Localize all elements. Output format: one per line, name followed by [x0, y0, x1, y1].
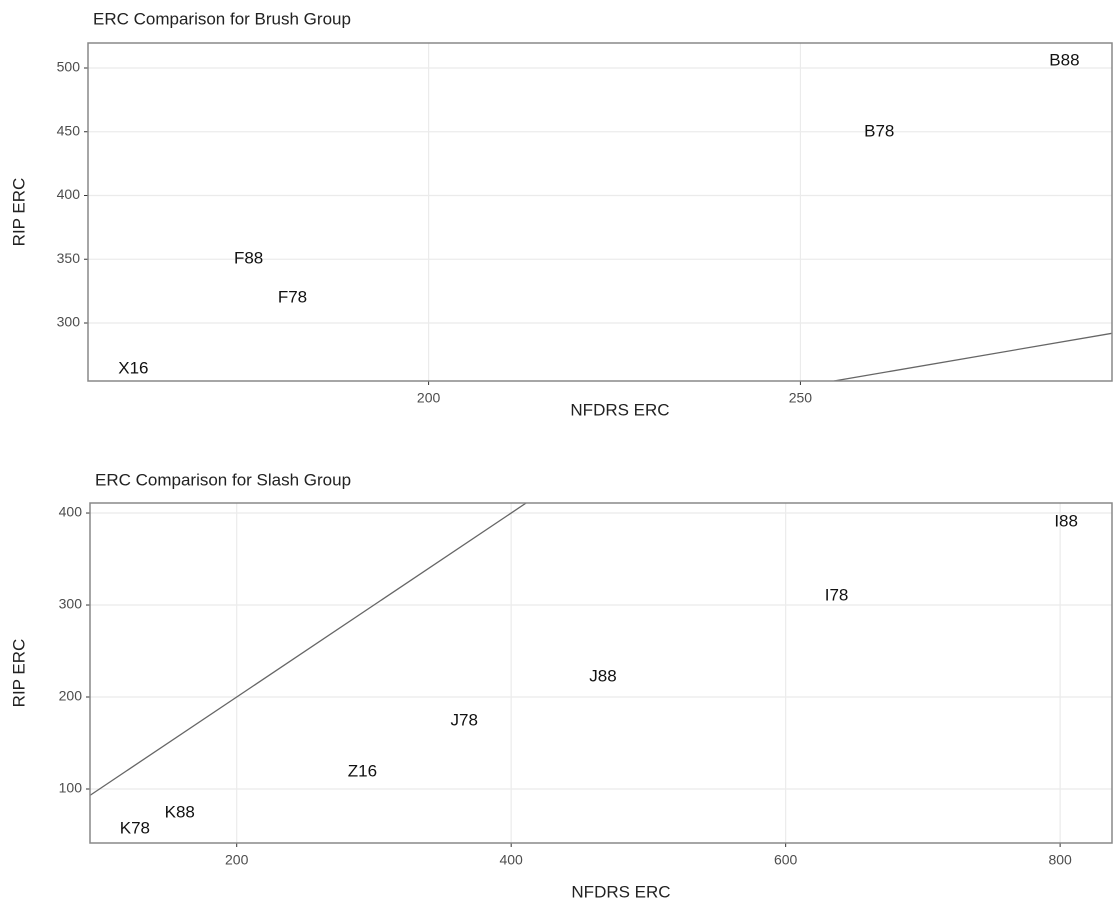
point-label: I78 — [825, 585, 849, 604]
reference-line — [833, 332, 1112, 381]
point-label: Z16 — [348, 761, 377, 780]
y-tick-label: 300 — [59, 596, 83, 612]
point-label: X16 — [118, 358, 148, 377]
y-axis-label: RIP ERC — [9, 178, 28, 247]
reference-line — [90, 503, 527, 796]
point-label: J78 — [451, 711, 478, 730]
x-axis-label: NFDRS ERC — [571, 882, 670, 901]
y-tick-label: 500 — [57, 59, 81, 75]
x-tick-label: 200 — [225, 852, 249, 868]
point-label: K88 — [165, 802, 195, 821]
x-tick-label: 600 — [774, 852, 798, 868]
point-label: J88 — [589, 667, 616, 686]
plot-background — [90, 503, 1112, 843]
chart-title: ERC Comparison for Brush Group — [93, 9, 351, 28]
y-tick-label: 200 — [59, 688, 83, 704]
y-axis-label: RIP ERC — [9, 639, 28, 708]
point-label: I88 — [1054, 512, 1078, 531]
plot-border — [89, 502, 1113, 844]
plot-border — [87, 42, 1113, 382]
point-label: F88 — [234, 248, 263, 267]
point-label: B88 — [1049, 50, 1079, 69]
plot-background — [88, 43, 1112, 381]
y-tick-label: 400 — [59, 504, 83, 520]
point-label: F78 — [278, 287, 307, 306]
y-tick-label: 350 — [57, 250, 81, 266]
x-tick-label: 800 — [1048, 852, 1072, 868]
x-tick-label: 400 — [499, 852, 523, 868]
x-tick-label: 250 — [789, 390, 813, 406]
point-label: B78 — [864, 121, 894, 140]
y-tick-label: 400 — [57, 186, 81, 202]
x-tick-label: 200 — [417, 390, 441, 406]
reference-group — [90, 503, 527, 796]
y-tick-label: 100 — [59, 780, 83, 796]
chart-title: ERC Comparison for Slash Group — [95, 470, 351, 489]
reference-group — [833, 332, 1112, 381]
point-label: K78 — [120, 819, 150, 838]
x-axis-label: NFDRS ERC — [570, 400, 669, 419]
y-tick-label: 450 — [57, 122, 81, 138]
y-tick-label: 300 — [57, 314, 81, 330]
